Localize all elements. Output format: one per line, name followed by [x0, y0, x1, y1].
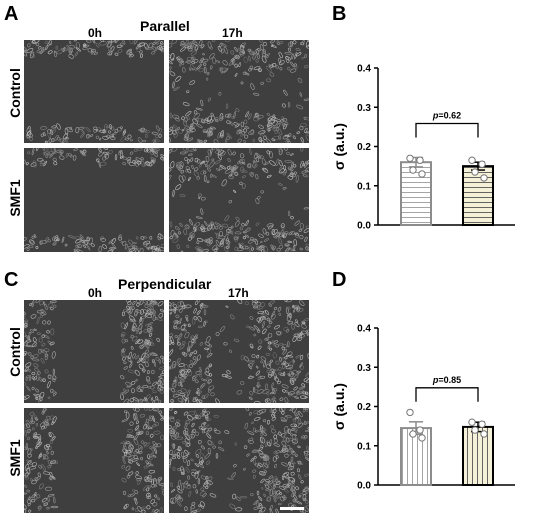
- bar-control: [400, 161, 432, 226]
- panel-c-col-17h: 17h: [228, 286, 249, 300]
- data-point: [480, 430, 488, 438]
- y-tick-label: 0.3: [357, 103, 371, 114]
- data-point: [478, 420, 486, 428]
- panel-letter-d: D: [332, 269, 347, 291]
- data-point: [480, 174, 488, 182]
- bar-smf1: [462, 425, 494, 487]
- panel-a-title: Parallel: [140, 18, 190, 34]
- bar-control: [400, 427, 432, 486]
- data-point: [478, 160, 486, 168]
- data-point: [468, 156, 476, 164]
- micrograph-c-control-17h: [169, 300, 309, 403]
- y-tick-label: 0.4: [357, 324, 371, 335]
- y-tick-label: 0.0: [357, 481, 371, 492]
- data-point: [471, 168, 479, 176]
- data-point: [416, 426, 424, 434]
- micrograph-c-smf1-0h: [24, 408, 164, 513]
- y-tick-label: 0.2: [357, 402, 371, 413]
- y-tick-label: 0.0: [357, 221, 371, 232]
- micrograph-a-smf1-0h: [24, 148, 164, 252]
- panel-a-row-control: Control: [7, 68, 23, 118]
- micrograph-c-smf1-17h: [169, 408, 309, 513]
- y-axis-label: σ (a.u.): [331, 383, 347, 430]
- data-point: [418, 434, 426, 442]
- panel-c-title: Perpendicular: [118, 276, 212, 292]
- p-value-label: p=0.62: [432, 110, 461, 120]
- y-axis-label: σ (a.u.): [331, 123, 347, 170]
- panel-c-row-control: Control: [7, 327, 23, 377]
- micrograph-a-control-0h: [24, 40, 164, 143]
- panel-c-col-0h: 0h: [88, 286, 103, 300]
- chart-d: 0.0 0.1 0.2 0.3 0.4 σ (a.u.) p=0.85: [331, 324, 515, 492]
- significance-bracket: [415, 387, 479, 402]
- panel-letter-c: C: [4, 269, 19, 291]
- significance-bracket: [415, 122, 479, 138]
- panel-a-row-smf1: SMF1: [7, 179, 23, 217]
- panel-c-row-smf1: SMF1: [7, 439, 23, 477]
- data-point: [406, 154, 414, 162]
- micrograph-a-control-17h: [169, 40, 309, 143]
- data-point: [471, 426, 479, 434]
- panel-letter-b: B: [332, 3, 347, 25]
- y-tick-label: 0.4: [357, 64, 371, 75]
- y-tick-label: 0.1: [357, 181, 371, 192]
- data-point: [468, 418, 476, 426]
- data-point: [418, 170, 426, 178]
- p-value-label: p=0.85: [432, 375, 461, 385]
- bar-smf1: [462, 165, 494, 226]
- y-tick-label: 0.2: [357, 142, 371, 153]
- data-point: [409, 430, 417, 438]
- y-tick-label: 0.3: [357, 363, 371, 374]
- chart-b: 0.0 0.1 0.2 0.3 0.4 σ (a.u.) p=0.62: [331, 64, 515, 232]
- data-point: [416, 156, 424, 164]
- panel-a-col-17h: 17h: [222, 26, 243, 40]
- micrograph-c-control-0h: [24, 300, 164, 403]
- scale-bar: [280, 507, 304, 510]
- data-point: [409, 166, 417, 174]
- panel-letter-a: A: [4, 3, 19, 25]
- data-point: [406, 408, 414, 417]
- micrograph-a-smf1-17h: [169, 148, 309, 252]
- y-tick-label: 0.1: [357, 441, 371, 452]
- panel-a-col-0h: 0h: [88, 26, 103, 40]
